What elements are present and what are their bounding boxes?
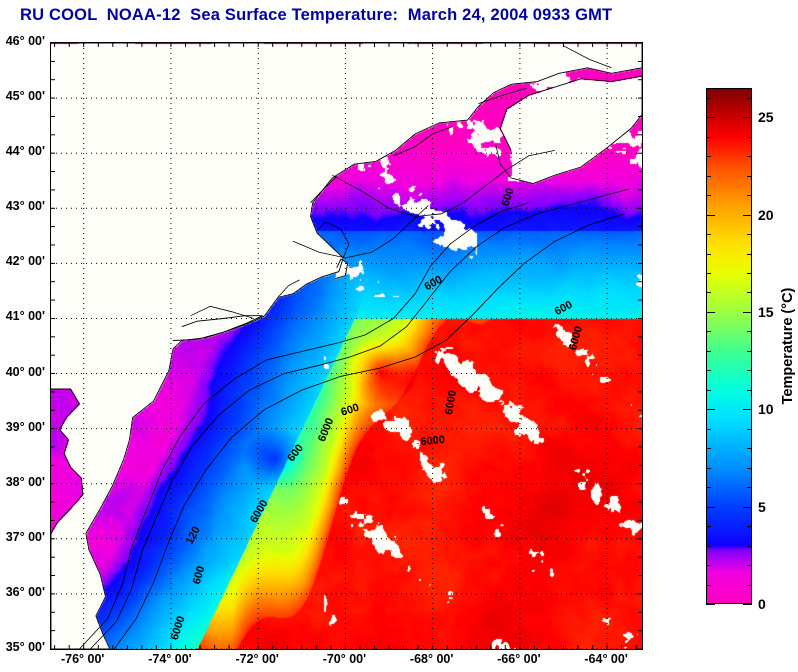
colorbar-tick-label: 25 (758, 109, 774, 126)
y-tick-label: 42° 00' (5, 254, 45, 269)
sst-map-inner: 600 600 600 6000 6000 600 6000 6000 600 120 600 600… (51, 43, 642, 649)
x-tick-label: -64° 00' (584, 652, 628, 666)
colorbar-tick-label: 0 (758, 596, 766, 612)
colorbar-tick-label: 10 (758, 401, 774, 418)
y-tick-label: 38° 00' (5, 474, 45, 489)
colorbar-tick (706, 604, 715, 605)
x-tick-label: -72° 00' (235, 652, 279, 666)
colorbar-tick-label: 5 (758, 498, 766, 515)
sst-map-plot: 600 600 600 6000 6000 600 6000 6000 600 120 600 600… (50, 42, 643, 650)
y-tick-label: 40° 00' (5, 364, 45, 379)
colorbar (706, 88, 752, 604)
x-tick-label: -66° 00' (497, 652, 541, 666)
y-tick-label: 41° 00' (5, 309, 45, 324)
colorbar-title: Temperature (°C) (780, 287, 796, 405)
x-tick-label: -74° 00' (148, 652, 192, 666)
y-tick-label: 39° 00' (5, 419, 45, 434)
x-tick-label: -68° 00' (409, 652, 454, 666)
y-tick-label: 37° 00' (5, 529, 45, 544)
x-tick-label: -76° 00' (60, 652, 105, 666)
y-tick-label: 46° 00' (5, 34, 45, 48)
x-tick-label: -70° 00' (322, 652, 367, 666)
page-title: RU COOL NOAA-12 Sea Surface Temperature:… (20, 6, 613, 24)
colorbar-tick (743, 604, 752, 605)
y-tick-label: 35° 00' (5, 640, 45, 654)
y-tick-label: 45° 00' (5, 89, 45, 104)
colorbar-gradient (707, 89, 751, 603)
y-tick-label: 36° 00' (5, 584, 45, 599)
colorbar-tick-label: 15 (758, 303, 774, 320)
y-tick-label: 44° 00' (5, 144, 45, 159)
sst-temperature-field (51, 43, 642, 649)
y-tick-label: 43° 00' (5, 199, 45, 214)
colorbar-tick-label: 20 (758, 206, 774, 223)
